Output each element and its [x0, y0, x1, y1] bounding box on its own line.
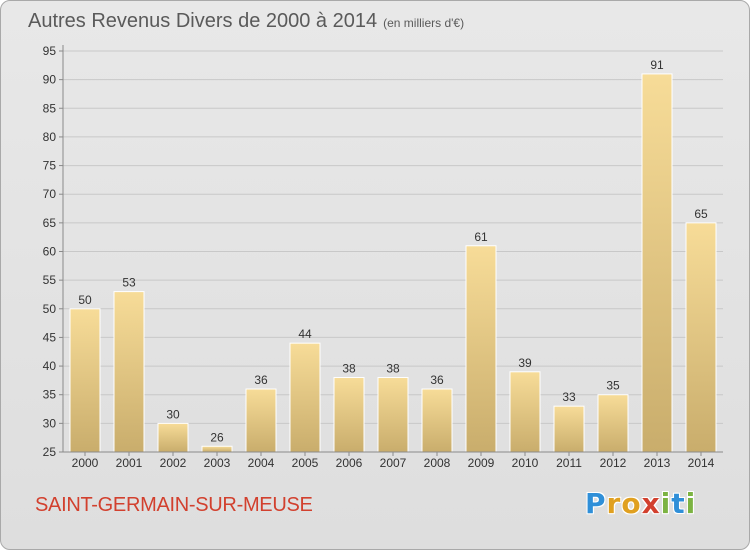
bar — [553, 405, 585, 453]
x-tick-label: 2007 — [380, 456, 407, 470]
x-tick-label: 2009 — [468, 456, 495, 470]
data-label: 61 — [474, 230, 488, 244]
data-label: 39 — [518, 356, 532, 370]
bar — [201, 445, 233, 453]
x-tick-label: 2001 — [116, 456, 143, 470]
x-tick-label: 2012 — [600, 456, 627, 470]
bar — [509, 371, 541, 453]
data-label: 33 — [562, 390, 576, 404]
bar — [421, 388, 453, 453]
y-tick-label: 50 — [43, 302, 57, 316]
bar — [685, 222, 717, 453]
x-tick-label: 2011 — [556, 456, 582, 470]
data-label: 50 — [78, 293, 92, 307]
x-tick-label: 2000 — [72, 456, 99, 470]
data-label: 53 — [122, 276, 136, 290]
x-tick-label: 2004 — [248, 456, 275, 470]
y-tick-label: 55 — [43, 273, 57, 287]
logo-letter: t — [671, 487, 686, 520]
logo-letter: r — [606, 487, 622, 520]
data-label: 44 — [298, 327, 312, 341]
commune-name: SAINT-GERMAIN-SUR-MEUSE — [35, 494, 313, 516]
x-tick-label: 2005 — [292, 456, 319, 470]
data-label: 36 — [430, 373, 444, 387]
bar — [465, 245, 497, 453]
data-label: 26 — [210, 430, 224, 444]
bar — [157, 422, 189, 453]
data-label: 65 — [694, 207, 708, 221]
bar — [69, 308, 101, 453]
data-label: 36 — [254, 373, 268, 387]
y-tick-label: 75 — [43, 159, 57, 173]
proxiti-logo: Proxiti — [585, 487, 696, 520]
x-tick-label: 2014 — [688, 456, 715, 470]
y-tick-label: 25 — [43, 445, 57, 459]
y-tick-label: 85 — [43, 101, 57, 115]
bar — [113, 291, 145, 453]
logo-letter: x — [641, 487, 661, 520]
x-tick-label: 2003 — [204, 456, 231, 470]
logo-letter: i — [660, 487, 672, 520]
x-tick-label: 2008 — [424, 456, 451, 470]
data-label: 38 — [386, 362, 400, 376]
logo-letter: o — [621, 487, 642, 520]
y-tick-label: 70 — [43, 187, 57, 201]
y-tick-label: 35 — [43, 388, 57, 402]
data-label: 30 — [166, 407, 180, 421]
data-label: 38 — [342, 362, 356, 376]
y-tick-label: 65 — [43, 216, 57, 230]
data-label: 91 — [650, 58, 664, 72]
x-tick-label: 2010 — [512, 456, 539, 470]
y-tick-label: 30 — [43, 416, 57, 430]
chart-subtitle: (en milliers d'€) — [383, 16, 465, 30]
bar — [377, 377, 409, 453]
bar — [289, 342, 321, 453]
y-tick-label: 40 — [43, 359, 57, 373]
x-tick-label: 2006 — [336, 456, 363, 470]
bar — [245, 388, 277, 453]
y-tick-label: 90 — [43, 73, 57, 87]
bar — [333, 377, 365, 453]
y-tick-label: 45 — [43, 330, 57, 344]
logo-letter: P — [585, 487, 607, 520]
chart-title-text: Autres Revenus Divers de 2000 à 2014 — [28, 10, 378, 32]
x-tick-label: 2002 — [160, 456, 187, 470]
chart-title: Autres Revenus Divers de 2000 à 2014 (en … — [28, 10, 464, 33]
bar — [597, 394, 629, 453]
logo-letter: i — [685, 487, 697, 520]
y-tick-label: 95 — [43, 44, 57, 58]
data-label: 35 — [606, 379, 620, 393]
y-tick-label: 60 — [43, 245, 57, 259]
x-tick-label: 2013 — [644, 456, 671, 470]
y-tick-label: 80 — [43, 130, 57, 144]
bar — [641, 73, 673, 453]
